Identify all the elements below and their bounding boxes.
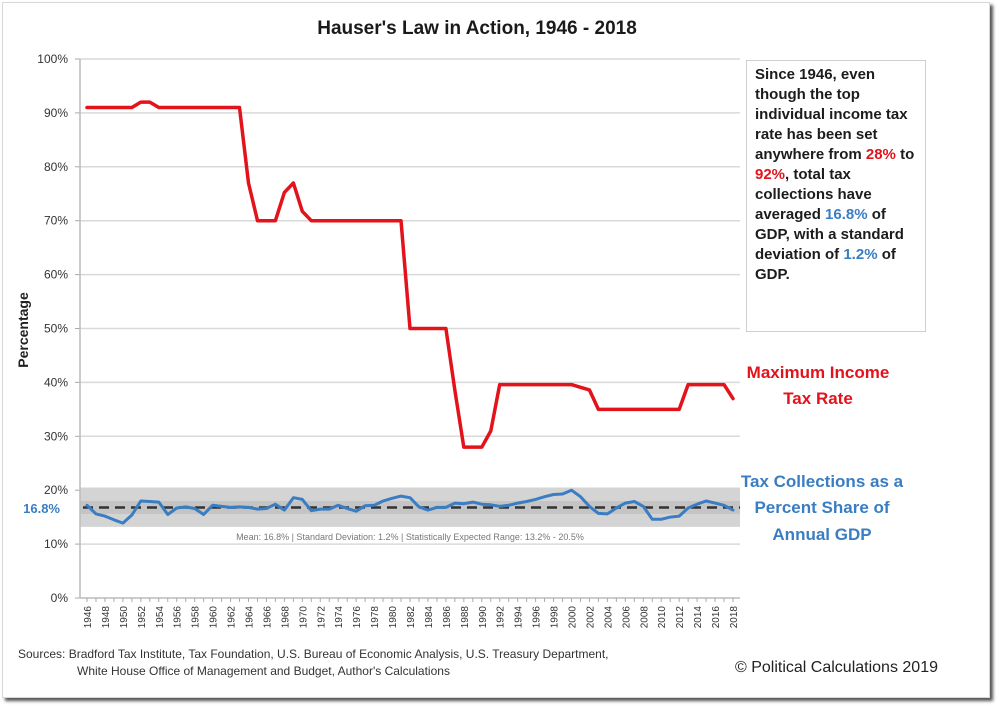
x-tick-label: 1964 (245, 606, 256, 629)
band-statistics-note: Mean: 16.8% | Standard Deviation: 1.2% |… (236, 532, 584, 542)
x-tick-label: 1950 (119, 606, 130, 629)
annotation-box: Since 1946, even though the top individu… (746, 60, 926, 332)
x-tick-label: 1962 (227, 606, 238, 629)
x-tick-label: 2018 (729, 606, 740, 629)
annotation-text-3: , total tax collections have averaged (755, 166, 872, 223)
y-tick-label: 20% (44, 483, 68, 497)
x-tick-label: 1966 (262, 606, 273, 629)
y-tick-label: 50% (44, 322, 68, 336)
annotation-text-1: Since 1946, even though the top individu… (755, 66, 908, 163)
x-tick-label: 1972 (316, 606, 327, 629)
x-tick-label: 2012 (675, 606, 686, 629)
x-tick-label: 2000 (568, 606, 579, 629)
x-tick-label: 1960 (209, 606, 220, 629)
legend-blue-line2: Percent Share of (754, 498, 889, 517)
y-tick-label: 10% (44, 537, 68, 551)
x-tick-label: 1970 (298, 606, 309, 629)
legend-red-line1: Maximum Income (747, 363, 890, 382)
annotation-mean: 16.8% (825, 206, 868, 223)
mean-value-label: 16.8% (23, 501, 60, 516)
x-tick-label: 1968 (280, 606, 291, 629)
y-axis-label: Percentage (15, 292, 31, 368)
x-tick-label: 1976 (352, 606, 363, 629)
x-tick-label: 1978 (370, 606, 381, 629)
x-tick-label: 1954 (155, 606, 166, 629)
x-tick-label: 1986 (442, 606, 453, 629)
y-tick-label: 100% (37, 52, 68, 66)
x-tick-label: 1982 (406, 606, 417, 629)
x-tick-label: 1992 (496, 606, 507, 629)
x-tick-label: 1984 (424, 606, 435, 629)
max-income-tax-rate-line (85, 100, 735, 449)
x-tick-label: 1956 (173, 606, 184, 629)
annotation-text-2: to (895, 146, 915, 163)
x-tick-label: 1996 (532, 606, 543, 629)
x-tick-label: 1974 (334, 606, 345, 629)
x-tick-label: 1948 (101, 606, 112, 629)
y-tick-label: 40% (44, 375, 68, 389)
y-tick-label: 80% (44, 160, 68, 174)
copyright-credit: © Political Calculations 2019 (735, 659, 938, 676)
x-tick-label: 1958 (191, 606, 202, 629)
x-tick-label: 1988 (460, 606, 471, 629)
x-tick-label: 1946 (83, 606, 94, 629)
grid-lines (80, 58, 740, 545)
legend-red-line2: Tax Rate (783, 389, 853, 408)
x-tick-label: 2014 (693, 606, 704, 629)
annotation-stddev: 1.2% (843, 246, 878, 263)
y-axis-ticks: 0% 10% 20% 30% 40% 50% 60% 70% 80% 90% 100% (37, 52, 80, 605)
sources-line-2: White House Office of Management and Bud… (77, 664, 450, 678)
tax-collections-gdp-line (85, 488, 735, 525)
legend-blue-line3: Annual GDP (772, 525, 871, 544)
annotation-min-rate: 28% (865, 146, 896, 163)
x-tick-label: 2008 (639, 606, 650, 629)
x-tick-label: 1952 (137, 606, 148, 629)
x-tick-label: 1998 (550, 606, 561, 629)
y-tick-label: 60% (44, 268, 68, 282)
legend-blue-line1: Tax Collections as a (741, 472, 904, 491)
annotation-max-rate: 92% (755, 166, 786, 183)
series-lines (85, 100, 735, 525)
x-tick-label: 2006 (621, 606, 632, 629)
x-tick-label: 2016 (711, 606, 722, 629)
sources-line-1: Sources: Bradford Tax Institute, Tax Fou… (18, 647, 609, 661)
annotation-text-5: of GDP. (755, 246, 896, 283)
y-tick-label: 70% (44, 214, 68, 228)
x-tick-label: 2010 (657, 606, 668, 629)
y-tick-label: 30% (44, 429, 68, 443)
chart-title: Hauser's Law in Action, 1946 - 2018 (317, 18, 637, 39)
x-tick-label: 2004 (603, 606, 614, 629)
y-tick-label: 90% (44, 106, 68, 120)
x-tick-label: 1994 (514, 606, 525, 629)
x-tick-label: 1990 (478, 606, 489, 629)
x-tick-label: 1980 (388, 606, 399, 629)
x-tick-label: 2002 (585, 606, 596, 629)
y-tick-label: 0% (51, 591, 69, 605)
annotation-text-4: of GDP, with a standard deviation of (755, 206, 904, 263)
x-axis-ticks: 1946 1948 1950 1952 1954 1956 1958 1960 1962 1964… (83, 598, 740, 628)
